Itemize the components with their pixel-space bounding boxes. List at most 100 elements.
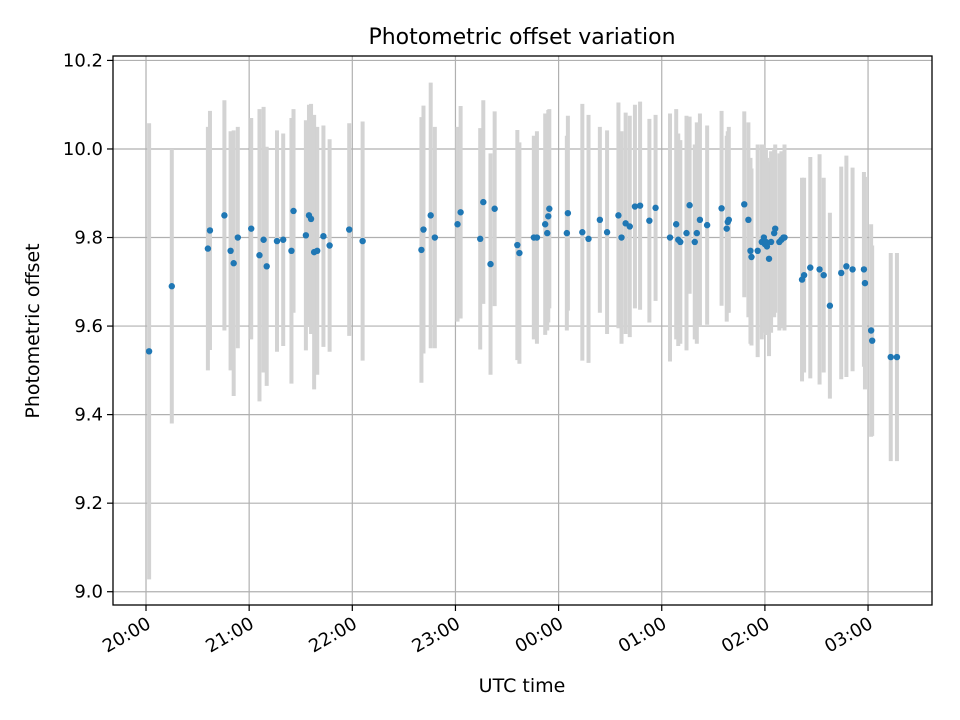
data-point xyxy=(820,271,827,279)
data-point xyxy=(843,263,850,270)
data-point xyxy=(256,252,263,259)
x-tick-label: 02:00 xyxy=(718,613,773,657)
data-point xyxy=(772,225,779,232)
data-point xyxy=(652,204,659,212)
data-point xyxy=(807,264,814,271)
data-point xyxy=(418,246,425,254)
data-point xyxy=(723,225,730,232)
chart-title: Photometric offset variation xyxy=(368,25,675,50)
data-point xyxy=(672,221,680,228)
data-point xyxy=(781,234,788,241)
data-point xyxy=(585,235,592,243)
data-point xyxy=(893,353,901,361)
data-points xyxy=(145,198,901,361)
data-point xyxy=(754,247,761,255)
data-point xyxy=(718,205,725,212)
data-point xyxy=(861,279,869,287)
data-point xyxy=(427,212,434,219)
data-point xyxy=(767,238,775,246)
data-point xyxy=(359,237,366,245)
data-point xyxy=(541,221,549,228)
data-point xyxy=(533,234,541,241)
data-point xyxy=(168,283,175,290)
x-tick-label: 23:00 xyxy=(409,613,464,657)
data-point xyxy=(748,253,755,261)
data-point xyxy=(683,229,690,237)
data-point xyxy=(477,235,484,243)
data-point xyxy=(273,237,281,245)
data-point xyxy=(544,229,551,237)
data-point xyxy=(579,229,586,236)
data-point xyxy=(545,213,552,220)
data-point xyxy=(234,234,242,241)
data-point xyxy=(346,226,353,233)
x-tick-label: 22:00 xyxy=(305,613,360,657)
x-tick-label: 21:00 xyxy=(202,613,257,657)
data-point xyxy=(288,247,295,255)
data-point xyxy=(741,201,748,208)
data-point xyxy=(516,249,523,257)
data-point xyxy=(696,216,704,224)
x-tick-label: 00:00 xyxy=(512,613,567,657)
data-point xyxy=(867,327,875,334)
data-point xyxy=(765,255,773,262)
data-point xyxy=(816,266,823,273)
data-point xyxy=(677,238,684,246)
data-point xyxy=(420,226,427,233)
axis-ticks: 20:00 21:00 22:00 23:00 00:00 01:00 02:00 03:00… xyxy=(63,50,877,657)
y-tick-label: 10.0 xyxy=(63,139,103,160)
data-point xyxy=(763,243,771,250)
data-point xyxy=(636,202,644,209)
y-axis-label: Photometric offset xyxy=(22,243,44,418)
data-point xyxy=(860,266,868,273)
data-point xyxy=(320,232,327,240)
data-point xyxy=(457,209,464,216)
x-tick-label: 01:00 xyxy=(615,613,670,657)
data-point xyxy=(826,302,834,309)
data-point xyxy=(725,216,732,224)
data-point xyxy=(326,242,333,249)
data-point xyxy=(431,234,439,241)
data-point xyxy=(514,241,521,249)
data-point xyxy=(747,247,754,255)
data-point xyxy=(618,234,625,241)
data-point xyxy=(615,212,622,219)
y-tick-label: 9.4 xyxy=(74,405,103,426)
data-point xyxy=(703,221,711,229)
plot-area-frame xyxy=(112,55,933,606)
data-point xyxy=(838,269,845,277)
data-point xyxy=(691,238,698,246)
x-axis-label: UTC time xyxy=(479,675,566,697)
data-point xyxy=(631,203,639,210)
y-tick-label: 9.6 xyxy=(74,316,103,337)
data-point xyxy=(230,260,237,267)
data-point xyxy=(800,271,808,279)
data-point xyxy=(849,266,856,273)
data-point xyxy=(487,260,494,268)
data-point xyxy=(263,263,270,270)
data-point xyxy=(564,209,572,217)
data-point xyxy=(314,247,321,255)
data-point xyxy=(480,198,487,206)
data-point xyxy=(204,245,212,252)
data-point xyxy=(221,212,228,219)
data-point xyxy=(745,216,752,224)
data-point xyxy=(454,221,461,228)
data-point xyxy=(145,348,153,355)
data-point xyxy=(603,229,611,236)
data-point xyxy=(693,229,701,237)
data-point xyxy=(227,247,234,255)
data-point xyxy=(596,216,604,224)
data-point xyxy=(248,225,255,232)
data-point xyxy=(563,229,571,237)
y-tick-label: 9.8 xyxy=(74,228,103,249)
data-point xyxy=(887,353,894,361)
x-tick-label: 20:00 xyxy=(99,613,154,657)
data-point xyxy=(686,202,693,209)
data-point xyxy=(260,236,267,243)
y-tick-label: 9.2 xyxy=(74,493,103,514)
data-point xyxy=(626,223,633,230)
data-point xyxy=(666,234,674,241)
data-point xyxy=(646,217,653,224)
data-point xyxy=(868,337,876,344)
